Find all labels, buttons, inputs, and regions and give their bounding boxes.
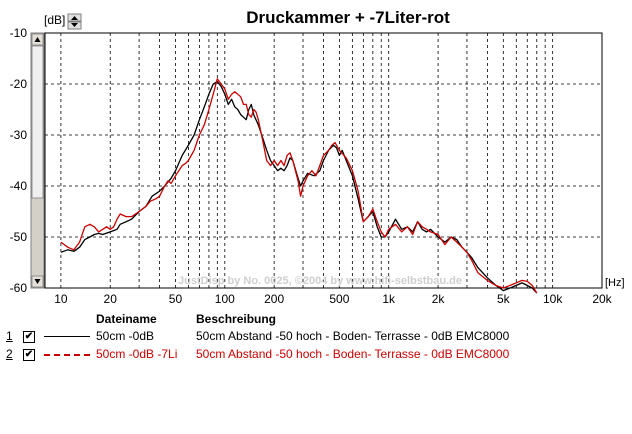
y-tick-label: -30	[10, 128, 28, 142]
series-line-1	[60, 80, 538, 294]
y-tick-label: -60	[10, 281, 28, 295]
x-tick-label: 10	[54, 292, 68, 306]
x-tick-label: 200	[264, 292, 284, 306]
x-tick-label: 20k	[592, 292, 612, 306]
legend-file-2: 50cm -0dB -7Li	[96, 347, 178, 361]
legend-header-desc: Beschreibung	[196, 312, 277, 326]
legend-swatch-1	[44, 336, 90, 337]
legend-row-number: 1	[6, 329, 13, 343]
legend-file-1: 50cm -0dB	[96, 329, 155, 343]
x-tick-label: 10k	[543, 292, 563, 306]
x-tick-label: 20	[104, 292, 118, 306]
series-lines	[60, 78, 538, 294]
x-tick-label: 5k	[497, 292, 511, 306]
series-visible-checkbox-1[interactable]: ✔	[23, 331, 35, 343]
x-axis-unit: [Hz]	[605, 277, 625, 289]
frequency-response-chart: Druckammer + -7Liter-rot [dB] JustDisp b…	[10, 8, 625, 306]
x-tick-label: 500	[329, 292, 349, 306]
x-tick-label: 50	[169, 292, 183, 306]
y-tick-label: -40	[10, 179, 28, 193]
legend-desc-1: 50cm Abstand -50 hoch - Boden- Terrasse …	[196, 329, 510, 343]
series-line-2	[60, 78, 538, 294]
y-axis-unit: [dB]	[44, 13, 65, 27]
series-visible-checkbox-2[interactable]: ✔	[23, 349, 35, 361]
legend-desc-2: 50cm Abstand -50 hoch - Boden- Terrasse …	[196, 347, 510, 361]
chart-title: Druckammer + -7Liter-rot	[246, 8, 450, 27]
y-scrollbar[interactable]	[30, 32, 45, 289]
legend-header-file: Dateiname	[96, 312, 157, 326]
x-tick-label: 2k	[432, 292, 446, 306]
y-tick-label: -50	[10, 230, 28, 244]
legend-row-number: 2	[6, 347, 13, 361]
y-tick-labels: -10 -20 -30 -40 -50 -60	[10, 26, 28, 295]
legend-swatch-2	[44, 354, 90, 356]
x-tick-labels: 10 20 50 100 200 500 1k 2k 5k 10k 20k	[54, 292, 612, 306]
legend-row-1: 1 ✔ 50cm -0dB 50cm Abstand -50 hoch - Bo…	[0, 329, 632, 345]
y-spin-buttons[interactable]	[67, 13, 82, 30]
y-tick-label: -20	[10, 77, 28, 91]
watermark: JustDisp by No. 0025, ©2004 by www.hifi-…	[178, 275, 462, 287]
y-tick-label: -10	[10, 26, 28, 40]
x-tick-label: 1k	[382, 292, 396, 306]
legend-row-2: 2 ✔ 50cm -0dB -7Li 50cm Abstand -50 hoch…	[0, 347, 632, 363]
x-tick-label: 100	[215, 292, 235, 306]
